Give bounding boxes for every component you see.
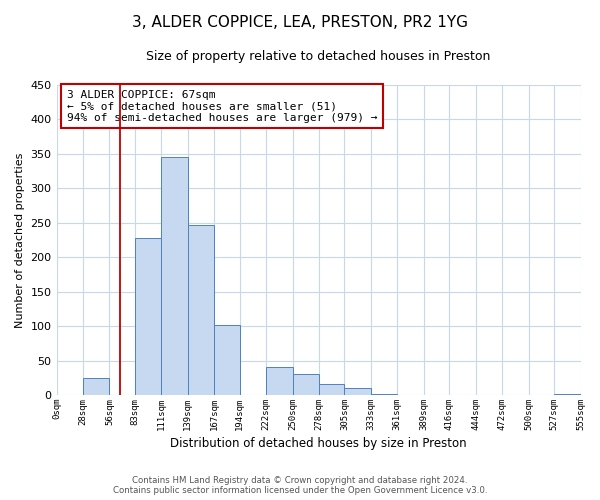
Bar: [266, 367, 293, 395]
Text: Contains HM Land Registry data © Crown copyright and database right 2024.
Contai: Contains HM Land Registry data © Crown c…: [113, 476, 487, 495]
X-axis label: Distribution of detached houses by size in Preston: Distribution of detached houses by size …: [170, 437, 467, 450]
Bar: [161, 158, 188, 395]
Text: 3 ALDER COPPICE: 67sqm
← 5% of detached houses are smaller (51)
94% of semi-deta: 3 ALDER COPPICE: 67sqm ← 5% of detached …: [67, 90, 377, 123]
Bar: [214, 326, 239, 395]
Title: Size of property relative to detached houses in Preston: Size of property relative to detached ho…: [146, 50, 491, 63]
Bar: [554, 394, 581, 395]
Bar: [188, 225, 214, 395]
Bar: [371, 394, 397, 395]
Y-axis label: Number of detached properties: Number of detached properties: [15, 152, 25, 328]
Text: 3, ALDER COPPICE, LEA, PRESTON, PR2 1YG: 3, ALDER COPPICE, LEA, PRESTON, PR2 1YG: [132, 15, 468, 30]
Bar: [135, 238, 161, 395]
Bar: [344, 388, 371, 395]
Bar: [83, 378, 109, 395]
Bar: [293, 374, 319, 395]
Bar: [319, 384, 344, 395]
